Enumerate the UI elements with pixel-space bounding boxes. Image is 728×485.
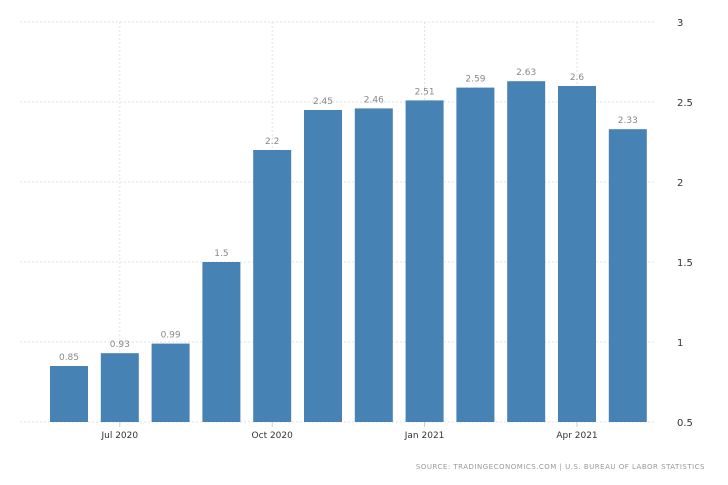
bar	[100, 353, 139, 422]
bar	[202, 262, 241, 422]
x-tick-label: Jul 2020	[100, 431, 138, 441]
bar	[558, 86, 596, 422]
data-label: 2.2	[265, 137, 279, 147]
source-note: SOURCE: TRADINGECONOMICS.COM | U.S. BURE…	[415, 463, 705, 471]
bar	[50, 366, 88, 422]
bar	[354, 108, 393, 423]
data-label: 2.63	[516, 68, 536, 78]
data-label: 0.93	[110, 340, 130, 350]
data-label: 2.33	[618, 116, 638, 126]
data-label: 2.45	[313, 97, 333, 107]
data-label: 0.85	[59, 353, 79, 363]
y-tick-label: 2	[677, 178, 683, 189]
y-tick-label: 1	[677, 338, 683, 349]
x-tick-label: Apr 2021	[556, 431, 597, 441]
y-tick-label: 0.5	[677, 418, 693, 429]
y-tick-label: 2.5	[677, 98, 693, 109]
x-tick-label: Jan 2021	[404, 431, 445, 441]
bar	[507, 81, 546, 422]
y-tick-label: 3	[677, 18, 683, 29]
data-label: 1.5	[214, 249, 228, 259]
data-label: 0.99	[161, 331, 181, 341]
bar	[304, 110, 342, 422]
data-label: 2.59	[465, 75, 485, 85]
bar	[608, 129, 647, 422]
x-tick-label: Oct 2020	[252, 431, 294, 441]
bar	[151, 343, 190, 422]
data-label: 2.6	[570, 73, 585, 83]
data-label: 2.51	[415, 87, 435, 97]
data-label: 2.46	[364, 95, 384, 105]
bar	[456, 87, 495, 422]
y-tick-label: 1.5	[677, 258, 693, 269]
bar	[253, 150, 292, 422]
bar	[405, 100, 444, 423]
